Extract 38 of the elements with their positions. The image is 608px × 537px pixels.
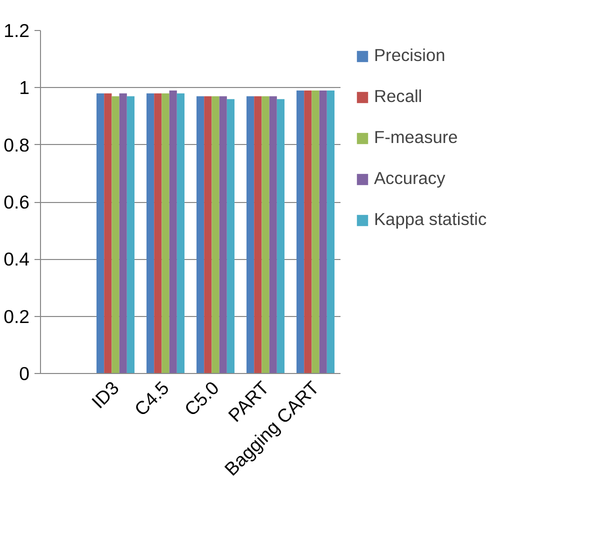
bar bbox=[219, 96, 227, 374]
bar bbox=[246, 96, 254, 374]
bar bbox=[196, 96, 204, 374]
y-tick-label: 0 bbox=[19, 363, 30, 384]
bar bbox=[126, 96, 134, 374]
legend-label: Recall bbox=[374, 86, 422, 107]
x-tick-label: ID3 bbox=[88, 377, 123, 412]
bar bbox=[96, 93, 104, 374]
bar bbox=[326, 90, 334, 374]
y-tick-label: 0.4 bbox=[4, 248, 30, 270]
bar bbox=[146, 93, 154, 374]
bar bbox=[226, 99, 234, 374]
bar bbox=[276, 99, 284, 374]
legend-label: Accuracy bbox=[374, 168, 446, 189]
bar bbox=[296, 90, 304, 374]
bar bbox=[154, 93, 162, 374]
bar bbox=[112, 96, 120, 374]
bar bbox=[269, 96, 277, 374]
legend-label: Kappa statistic bbox=[374, 209, 487, 230]
bar bbox=[162, 93, 170, 374]
y-tick-label: 1.2 bbox=[4, 20, 30, 41]
y-tick-label: 0.6 bbox=[4, 192, 30, 212]
bar bbox=[262, 96, 270, 374]
y-tick-label: 0.2 bbox=[4, 306, 30, 327]
bar bbox=[119, 93, 127, 374]
bar bbox=[312, 90, 320, 374]
bar bbox=[169, 90, 177, 374]
bar bbox=[319, 90, 327, 374]
legend-label: F-measure bbox=[374, 127, 458, 148]
bar bbox=[212, 96, 220, 374]
bar bbox=[304, 90, 312, 374]
legend-label: Precision bbox=[374, 45, 446, 66]
bar bbox=[254, 96, 262, 374]
bar bbox=[176, 93, 184, 374]
bar bbox=[204, 96, 212, 374]
bar bbox=[104, 93, 112, 374]
y-tick-label: 0.8 bbox=[4, 134, 30, 156]
y-tick-label: 1 bbox=[19, 77, 30, 98]
